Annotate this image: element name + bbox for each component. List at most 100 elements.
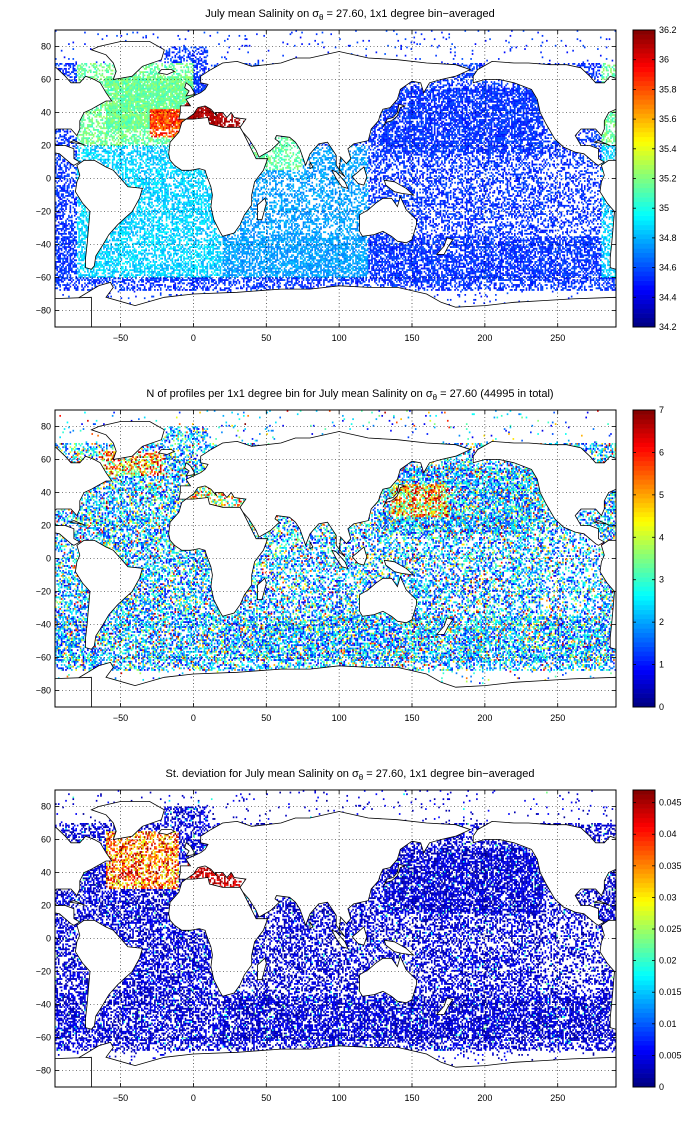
data-cell: [153, 119, 155, 121]
data-cell: [462, 124, 464, 126]
data-cell: [186, 71, 188, 73]
data-cell: [531, 129, 533, 131]
data-cell: [192, 60, 194, 62]
data-cell: [158, 81, 160, 83]
data-cell: [521, 124, 523, 126]
data-cell: [164, 116, 166, 118]
data-cell: [167, 117, 169, 119]
data-cell: [403, 98, 405, 100]
data-cell: [132, 117, 134, 119]
data-cell: [444, 101, 446, 103]
data-cell: [177, 81, 179, 83]
data-cell: [199, 116, 201, 118]
data-cell: [106, 76, 108, 78]
data-cell: [201, 109, 203, 111]
data-cell: [498, 104, 500, 106]
data-cell: [505, 103, 507, 105]
data-cell: [508, 103, 510, 105]
data-cell: [179, 96, 181, 98]
data-cell: [533, 116, 535, 118]
data-cell: [129, 101, 131, 103]
data-cell: [464, 65, 466, 67]
data-cell: [125, 83, 127, 85]
data-cell: [494, 104, 496, 106]
data-cell: [122, 104, 124, 106]
data-cell: [427, 89, 429, 91]
data-cell: [97, 68, 99, 70]
data-cell: [110, 122, 112, 124]
data-cell: [150, 108, 152, 110]
data-cell: [195, 89, 197, 91]
data-cell: [75, 73, 77, 75]
data-cell: [418, 108, 420, 110]
data-cell: [357, 42, 359, 44]
data-cell: [412, 129, 414, 131]
data-cell: [539, 119, 541, 121]
data-cell: [215, 121, 217, 123]
data-cell: [425, 109, 427, 111]
data-cell: [413, 91, 415, 93]
data-cell: [501, 103, 503, 105]
data-cell: [513, 109, 515, 111]
data-cell: [524, 48, 526, 50]
data-cell: [451, 99, 453, 101]
data-cell: [167, 58, 169, 60]
data-cell: [497, 122, 499, 124]
data-cell: [131, 103, 133, 105]
data-cell: [137, 116, 139, 118]
data-cell: [431, 121, 433, 123]
data-cell: [472, 73, 474, 75]
data-cell: [141, 86, 143, 88]
data-cell: [396, 122, 398, 124]
data-cell: [174, 83, 176, 85]
data-cell: [106, 89, 108, 91]
data-cell: [176, 91, 178, 93]
data-cell: [540, 117, 542, 119]
data-cell: [480, 119, 482, 121]
data-cell: [166, 66, 168, 68]
data-cell: [588, 68, 590, 70]
data-cell: [170, 109, 172, 111]
data-cell: [454, 51, 456, 53]
data-cell: [448, 88, 450, 90]
data-cell: [441, 111, 443, 113]
data-cell: [211, 122, 213, 124]
data-cell: [214, 122, 216, 124]
data-cell: [137, 121, 139, 123]
data-cell: [118, 91, 120, 93]
data-cell: [434, 96, 436, 98]
data-cell: [84, 63, 86, 65]
data-cell: [399, 121, 401, 123]
data-cell: [161, 94, 163, 96]
data-cell: [110, 89, 112, 91]
data-cell: [431, 89, 433, 91]
data-cell: [453, 89, 455, 91]
data-cell: [498, 58, 500, 60]
data-cell: [212, 114, 214, 116]
data-cell: [444, 94, 446, 96]
data-cell: [116, 91, 118, 93]
data-cell: [440, 114, 442, 116]
data-cell: [156, 66, 158, 68]
data-cell: [150, 96, 152, 98]
data-cell: [118, 101, 120, 103]
data-cell: [454, 121, 456, 123]
data-cell: [517, 119, 519, 121]
data-cell: [188, 66, 190, 68]
data-cell: [121, 122, 123, 124]
data-cell: [416, 126, 418, 128]
data-cell: [158, 114, 160, 116]
data-cell: [473, 121, 475, 123]
data-cell: [163, 129, 165, 131]
data-cell: [174, 108, 176, 110]
data-cell: [416, 86, 418, 88]
data-cell: [220, 122, 222, 124]
data-cell: [437, 93, 439, 95]
data-cell: [179, 99, 181, 101]
data-cell: [365, 55, 367, 57]
data-cell: [201, 60, 203, 62]
data-cell: [109, 117, 111, 119]
data-cell: [215, 119, 217, 121]
data-cell: [365, 48, 367, 50]
data-cell: [542, 35, 544, 37]
